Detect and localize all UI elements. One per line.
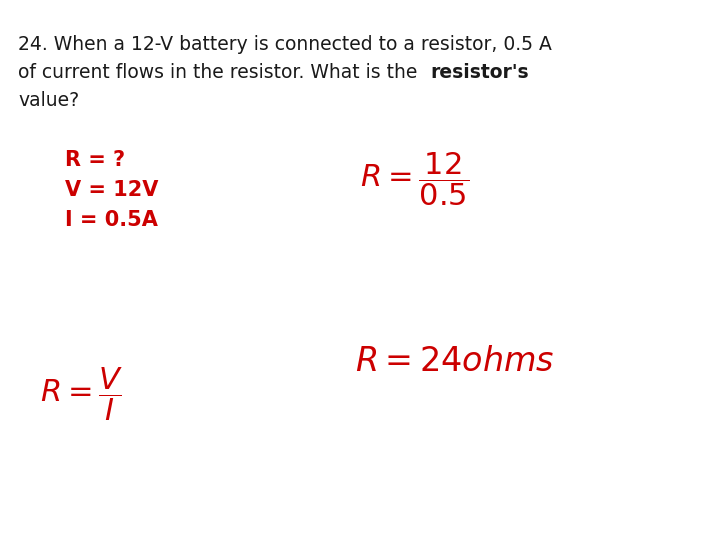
Text: of current flows in the resistor. What is the: of current flows in the resistor. What i… (18, 63, 423, 82)
Text: R = ?: R = ? (65, 150, 125, 170)
Text: V = 12V: V = 12V (65, 180, 158, 200)
Text: $R = \dfrac{V}{I}$: $R = \dfrac{V}{I}$ (40, 365, 123, 422)
Text: I = 0.5A: I = 0.5A (65, 210, 158, 230)
Text: 24. When a 12-V battery is connected to a resistor, 0.5 A: 24. When a 12-V battery is connected to … (18, 35, 552, 54)
Text: $R = 24\mathit{ohms}$: $R = 24\mathit{ohms}$ (355, 345, 554, 378)
Text: value?: value? (18, 91, 79, 110)
Text: resistor's: resistor's (430, 63, 528, 82)
Text: $R = \dfrac{12}{0.5}$: $R = \dfrac{12}{0.5}$ (360, 150, 469, 207)
